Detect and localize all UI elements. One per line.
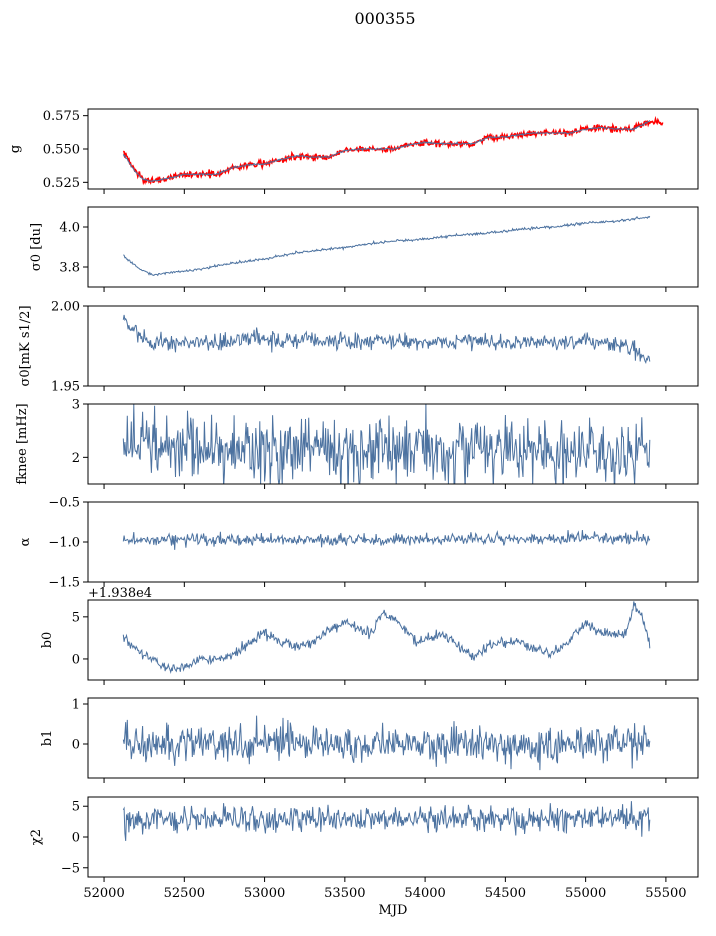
panel-8: −5 0 5 52000 52500 53000 53500 54000 54500 55000 5… — [29, 796, 699, 918]
y-tick-label: 2.00 — [51, 300, 80, 315]
series-1-line — [122, 801, 651, 841]
y-axis-label: g — [8, 145, 23, 153]
y-tick-label: 0.575 — [43, 109, 80, 124]
y-tick-label: 0 — [72, 652, 80, 667]
y-tick-label: 0.525 — [43, 176, 80, 191]
y-axis-label: b0 — [40, 632, 55, 649]
x-tick-label: 54500 — [485, 886, 526, 901]
series-1-line — [122, 529, 651, 550]
x-tick-label: 55500 — [645, 886, 686, 901]
axes-frame — [87, 403, 699, 485]
y-axis-label: b1 — [40, 730, 55, 747]
y-axis-label: fknee [mHz] — [15, 403, 30, 484]
axes-frame — [87, 697, 699, 779]
panel-3: 1.95 2.00 σ0[mK s1/2] — [18, 300, 699, 395]
panel-6: 0 5 +1.938e4 b0 — [40, 586, 699, 685]
offset-text: +1.938e4 — [88, 586, 152, 601]
y-tick-label: 2 — [72, 451, 80, 466]
y-tick-label: −0.5 — [48, 496, 80, 511]
y-tick-label: −1.5 — [48, 576, 80, 591]
y-axis-label: χ2 — [29, 829, 44, 845]
panel-7: 0 1 b1 — [40, 697, 699, 783]
panel-4: 2 3 fknee [mHz] — [15, 398, 699, 489]
axes-frame — [87, 599, 699, 681]
series-1-line — [122, 715, 651, 771]
series-1-line — [122, 314, 651, 364]
y-tick-label: 4.0 — [59, 221, 80, 236]
series-2-line — [122, 120, 651, 182]
x-tick-label: 52500 — [164, 886, 205, 901]
y-tick-label: 5 — [72, 800, 80, 815]
y-tick-label: −5 — [61, 861, 80, 876]
x-tick-label: 53000 — [244, 886, 285, 901]
y-axis-label: σ0 [du] — [29, 223, 44, 271]
series-1-line — [122, 404, 651, 484]
y-tick-label: 1 — [72, 698, 80, 713]
y-tick-label: 0.550 — [43, 143, 80, 158]
x-tick-label: 52000 — [83, 886, 124, 901]
y-axis-label: σ0[mK s1/2] — [18, 305, 33, 386]
y-axis-label: α — [18, 537, 33, 546]
panel-5: −1.5 −1.0 −0.5 α — [18, 496, 699, 591]
panels: 0.525 0.550 0.575 g 3.8 4.0 σ0 [du] 1.95 2.00 σ0[… — [8, 108, 699, 918]
axes-frame — [87, 206, 699, 288]
y-tick-label: 3.8 — [59, 261, 80, 276]
series-1-line — [122, 115, 664, 186]
x-axis-label: MJD — [379, 903, 408, 918]
y-tick-label: 5 — [72, 610, 80, 625]
x-tick-label: 54000 — [404, 886, 445, 901]
y-tick-label: −1.0 — [48, 536, 80, 551]
y-tick-label: 0 — [72, 831, 80, 846]
x-tick-label: 53500 — [324, 886, 365, 901]
y-tick-label: 1.95 — [51, 380, 80, 395]
series-1-line — [122, 601, 651, 675]
y-tick-label: 0 — [72, 738, 80, 753]
axes-frame — [87, 796, 699, 878]
panel-2: 3.8 4.0 σ0 [du] — [29, 206, 699, 292]
panel-1: 0.525 0.550 0.575 g — [8, 108, 699, 194]
series-1-line — [123, 215, 651, 277]
y-tick-label: 3 — [72, 398, 80, 413]
figure-title: 000355 — [354, 9, 415, 28]
axes-frame — [87, 305, 699, 387]
x-tick-label: 55000 — [565, 886, 606, 901]
